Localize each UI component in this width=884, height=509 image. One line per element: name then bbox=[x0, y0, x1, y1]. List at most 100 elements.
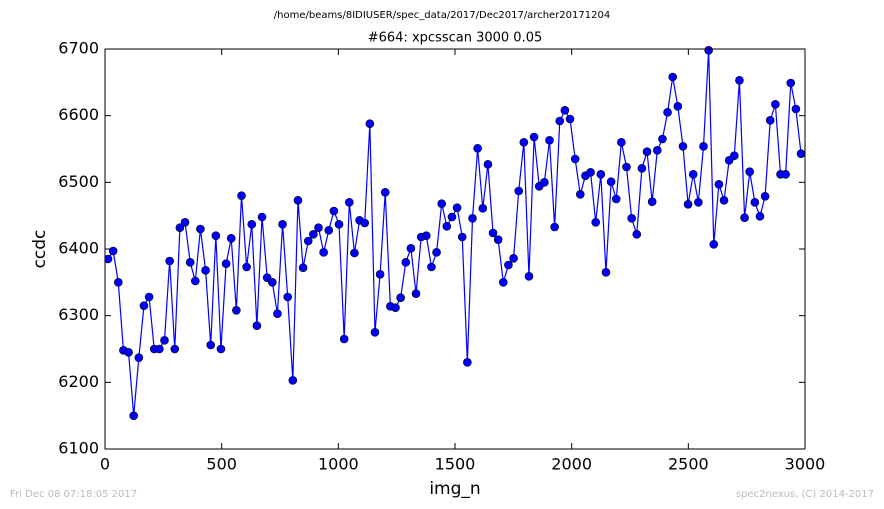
data-point bbox=[211, 231, 221, 240]
x-tick-label: 2500 bbox=[668, 455, 709, 474]
data-point bbox=[683, 200, 693, 209]
x-tick-label: 1500 bbox=[435, 455, 476, 474]
chart-title: #664: xpcsscan 3000 0.05 bbox=[368, 31, 543, 46]
data-line bbox=[107, 50, 802, 416]
data-point bbox=[365, 119, 375, 128]
x-tick-label: 3000 bbox=[785, 455, 826, 474]
data-point bbox=[288, 376, 298, 385]
data-point bbox=[565, 114, 575, 124]
data-point bbox=[432, 248, 441, 257]
data-point bbox=[729, 151, 739, 160]
data-point bbox=[509, 254, 518, 263]
data-point bbox=[688, 170, 698, 179]
data-point bbox=[406, 244, 416, 253]
data-point bbox=[129, 411, 138, 420]
data-point bbox=[796, 149, 806, 158]
data-point bbox=[498, 278, 508, 287]
data-point bbox=[298, 263, 308, 272]
data-point bbox=[652, 146, 662, 155]
data-point bbox=[457, 232, 467, 242]
data-point bbox=[273, 309, 282, 318]
data-point bbox=[105, 254, 113, 264]
data-point bbox=[596, 170, 606, 179]
data-point bbox=[221, 259, 231, 268]
data-point bbox=[411, 289, 421, 298]
data-point bbox=[226, 234, 236, 243]
y-tick-label: 6500 bbox=[58, 172, 99, 191]
data-point bbox=[114, 278, 123, 287]
data-point bbox=[575, 190, 585, 199]
data-point bbox=[529, 132, 539, 142]
data-point bbox=[488, 228, 498, 238]
data-point bbox=[180, 218, 190, 227]
data-point bbox=[719, 196, 729, 205]
data-point bbox=[396, 293, 405, 302]
plot-frame bbox=[104, 48, 806, 450]
data-point bbox=[519, 138, 529, 147]
x-tick-label: 1000 bbox=[318, 455, 359, 474]
x-tick-label: 500 bbox=[206, 455, 237, 474]
data-point bbox=[257, 212, 267, 222]
y-tick-label: 6600 bbox=[58, 105, 99, 124]
data-point bbox=[242, 262, 251, 272]
data-point bbox=[427, 262, 436, 272]
suptitle: /home/beams/8IDIUSER/spec_data/2017/Dec2… bbox=[274, 10, 610, 21]
data-point bbox=[191, 276, 200, 286]
y-tick-label: 6200 bbox=[58, 372, 99, 391]
data-point bbox=[704, 46, 713, 55]
data-point bbox=[545, 136, 554, 145]
data-point bbox=[252, 321, 262, 330]
data-point bbox=[309, 230, 318, 239]
data-point bbox=[735, 76, 744, 85]
data-point bbox=[493, 235, 503, 244]
data-point bbox=[380, 188, 390, 197]
data-point bbox=[293, 196, 303, 205]
data-point bbox=[437, 199, 447, 208]
x-axis-label: img_n bbox=[429, 479, 480, 499]
data-point bbox=[570, 154, 580, 164]
data-point bbox=[755, 212, 765, 221]
data-point bbox=[247, 220, 257, 229]
data-point bbox=[473, 144, 482, 153]
data-point bbox=[124, 348, 133, 357]
data-point bbox=[421, 231, 431, 240]
data-point bbox=[668, 72, 678, 82]
x-tick-label: 2000 bbox=[551, 455, 592, 474]
data-point bbox=[745, 167, 755, 176]
data-point bbox=[617, 138, 626, 147]
data-point bbox=[344, 198, 354, 207]
data-point bbox=[791, 104, 801, 114]
data-point bbox=[350, 248, 359, 258]
data-point bbox=[601, 268, 611, 277]
data-point bbox=[740, 213, 749, 222]
data-point bbox=[781, 170, 790, 179]
data-point bbox=[232, 306, 241, 315]
y-axis-label: ccdc bbox=[30, 230, 50, 269]
data-point bbox=[334, 220, 344, 229]
data-point bbox=[524, 272, 534, 281]
data-point bbox=[514, 186, 524, 196]
data-point bbox=[478, 204, 488, 213]
y-tick-label: 6400 bbox=[58, 239, 99, 258]
data-point bbox=[637, 164, 647, 173]
data-point bbox=[658, 134, 667, 144]
data-point bbox=[108, 246, 118, 256]
data-point bbox=[483, 160, 493, 169]
data-point bbox=[771, 100, 780, 109]
data-point bbox=[468, 214, 477, 223]
data-point bbox=[586, 168, 595, 177]
data-point bbox=[611, 194, 621, 204]
data-point bbox=[401, 258, 411, 267]
data-point bbox=[560, 106, 570, 115]
data-point bbox=[370, 328, 380, 337]
data-point bbox=[160, 336, 169, 345]
data-point bbox=[237, 191, 246, 200]
data-point bbox=[442, 222, 452, 231]
data-point bbox=[550, 222, 559, 232]
plot-area bbox=[105, 46, 806, 420]
data-point bbox=[606, 177, 616, 186]
data-point bbox=[765, 116, 775, 125]
data-point bbox=[591, 218, 601, 227]
data-point bbox=[139, 301, 149, 310]
data-point bbox=[642, 147, 652, 156]
